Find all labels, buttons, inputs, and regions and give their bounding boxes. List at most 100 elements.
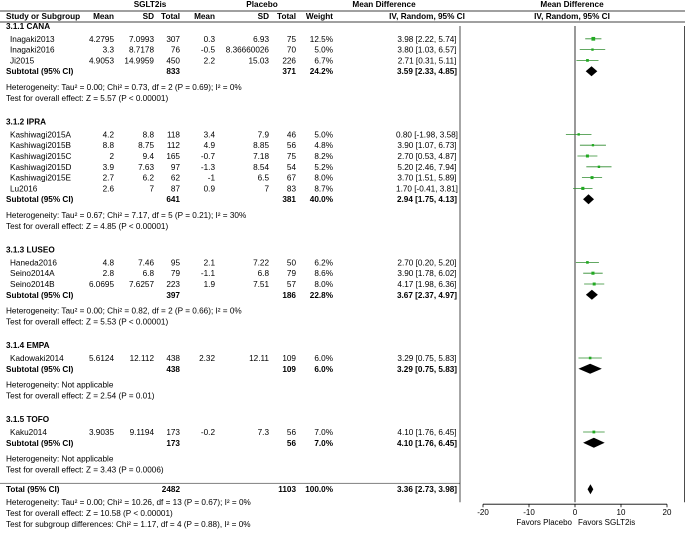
cell-ci: 1.70 [-0.41, 3.81] [396, 184, 458, 193]
cell-sd-sglt2: 7.0993 [129, 35, 154, 44]
total-label: Total (95% CI) [6, 485, 60, 494]
cell-ci: 5.20 [2.46, 7.94] [397, 163, 456, 172]
cell-sd-placebo: 6.93 [253, 35, 269, 44]
total-sglt2: 2482 [162, 485, 181, 494]
cell-mean-sglt2: 6.0695 [89, 280, 114, 289]
cell-weight: 8.2% [314, 152, 333, 161]
cell-total-placebo: 67 [287, 174, 297, 183]
cell-sd-sglt2: 7.63 [138, 163, 154, 172]
study-name: Kashiwagi2015D [10, 163, 72, 172]
x-tick-label: 10 [617, 508, 626, 517]
cell-sd-sglt2: 9.4 [143, 152, 155, 161]
cell-sd-sglt2: 8.7178 [129, 46, 154, 55]
cell-weight: 8.0% [314, 280, 333, 289]
cell-total-placebo: 75 [287, 152, 297, 161]
subtotal-label: Subtotal (95% CI) [6, 439, 74, 448]
subtotal-label: Subtotal (95% CI) [6, 291, 74, 300]
cell-mean-placebo: 2.2 [204, 56, 216, 65]
study-name: Kadowaki2014 [10, 354, 64, 363]
cell-mean-sglt2: 4.8 [103, 258, 115, 267]
header-group-placebo: Placebo [246, 0, 277, 9]
study-box-3-0 [588, 356, 592, 360]
cell-sd-sglt2: 6.8 [143, 269, 155, 278]
total-weight: 100.0% [305, 485, 333, 494]
cell-sd-sglt2: 7.6257 [129, 280, 154, 289]
cell-mean-placebo: -1.1 [201, 269, 216, 278]
heterogeneity-text: Heterogeneity: Tau² = 0.67; Chi² = 7.17,… [6, 211, 246, 220]
subtotal-diamond-4 [583, 437, 605, 448]
cell-total-sglt2: 76 [171, 46, 181, 55]
subtotal-label: Subtotal (95% CI) [6, 195, 74, 204]
favors-left-label: Favors Placebo [516, 518, 572, 527]
cell-ci: 2.70 [0.20, 5.20] [397, 258, 456, 267]
cell-sd-sglt2: 7.46 [138, 258, 154, 267]
header-col-m1: Mean [93, 12, 114, 21]
cell-total-placebo: 83 [287, 184, 297, 193]
x-tick-label: 0 [573, 508, 578, 517]
x-tick-label: 20 [663, 508, 672, 517]
subtotal-diamond-0 [585, 66, 598, 77]
cell-sd-placebo: 6.5 [258, 174, 270, 183]
cell-total-sglt2: 62 [171, 174, 181, 183]
subtotal-total-placebo: 381 [282, 195, 296, 204]
cell-mean-sglt2: 2 [109, 152, 114, 161]
header-group-md_plot: Mean Difference [540, 0, 604, 9]
cell-mean-sglt2: 8.8 [103, 141, 115, 150]
study-box-1-5 [581, 186, 585, 190]
cell-mean-sglt2: 3.9035 [89, 428, 114, 437]
cell-weight: 5.0% [314, 130, 333, 139]
study-box-0-2 [586, 59, 589, 62]
cell-total-sglt2: 438 [166, 354, 180, 363]
subtotal-total-placebo: 371 [282, 67, 296, 76]
cell-total-placebo: 54 [287, 163, 297, 172]
cell-mean-placebo: 3.4 [204, 130, 216, 139]
subtotal-ci: 3.29 [0.75, 5.83] [397, 365, 457, 374]
footer-line-1: Test for overall effect: Z = 10.58 (P < … [6, 509, 173, 518]
cell-total-sglt2: 97 [171, 163, 181, 172]
study-box-1-3 [597, 165, 601, 168]
total-placebo: 1103 [278, 485, 296, 494]
cell-weight: 8.7% [314, 184, 333, 193]
study-box-1-0 [577, 133, 580, 136]
study-box-1-2 [585, 154, 589, 158]
cell-ci: 3.29 [0.75, 5.83] [397, 354, 456, 363]
cell-total-placebo: 109 [282, 354, 296, 363]
cell-mean-placebo: -1.3 [201, 163, 216, 172]
study-name: Kashiwagi2015C [10, 152, 72, 161]
overall-effect-text: Test for overall effect: Z = 5.57 (P < 0… [6, 94, 168, 103]
cell-weight: 4.8% [314, 141, 333, 150]
header-group-md: Mean Difference [352, 0, 416, 9]
cell-mean-placebo: -0.2 [201, 428, 216, 437]
subtotal-ci: 4.10 [1.76, 6.45] [397, 439, 457, 448]
header-col-n1: Total [161, 12, 180, 21]
study-box-2-0 [586, 261, 589, 264]
subtotal-total-sglt2: 833 [166, 67, 180, 76]
subtotal-diamond-3 [578, 363, 602, 374]
cell-total-sglt2: 165 [166, 152, 180, 161]
header-col-weight: Weight [306, 12, 333, 21]
cell-mean-placebo: -1 [208, 174, 216, 183]
cell-total-sglt2: 95 [171, 258, 181, 267]
header-col-study: Study or Subgroup [6, 12, 80, 21]
subtotal-weight: 40.0% [310, 195, 334, 204]
overall-effect-text: Test for overall effect: Z = 2.54 (P = 0… [6, 391, 155, 400]
cell-mean-sglt2: 2.7 [103, 174, 115, 183]
cell-mean-sglt2: 2.8 [103, 269, 115, 278]
subtotal-weight: 7.0% [314, 439, 333, 448]
overall-effect-text: Test for overall effect: Z = 5.53 (P < 0… [6, 317, 168, 326]
subgroup-title: 3.1.1 CANA [6, 22, 50, 31]
cell-mean-placebo: 0.3 [204, 35, 216, 44]
subtotal-diamond-1 [583, 194, 594, 205]
cell-ci: 2.70 [0.53, 4.87] [397, 152, 456, 161]
subgroup-title: 3.1.3 LUSEO [6, 246, 55, 255]
cell-mean-sglt2: 3.3 [103, 46, 115, 55]
cell-total-sglt2: 112 [167, 141, 180, 150]
study-name: Inagaki2016 [10, 46, 55, 55]
cell-total-placebo: 79 [287, 269, 297, 278]
cell-mean-placebo: 2.1 [204, 258, 216, 267]
cell-total-placebo: 56 [287, 141, 297, 150]
cell-total-placebo: 226 [282, 56, 296, 65]
cell-total-sglt2: 173 [166, 428, 180, 437]
subgroup-title: 3.1.4 EMPA [6, 341, 50, 350]
cell-weight: 5.0% [314, 46, 333, 55]
